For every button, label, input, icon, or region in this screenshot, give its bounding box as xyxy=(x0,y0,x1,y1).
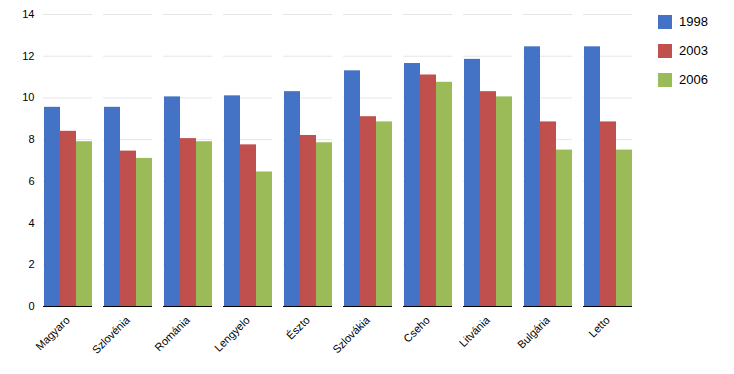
svg-text:Cseho: Cseho xyxy=(401,314,432,345)
html-text:2003: 2003 xyxy=(679,43,708,58)
svg-text:12: 12 xyxy=(22,50,34,62)
svg-text:4: 4 xyxy=(28,217,34,229)
svg-text:Litvánia: Litvánia xyxy=(457,313,493,349)
html-text:2006: 2006 xyxy=(679,72,708,87)
svg-text:Szlovénia: Szlovénia xyxy=(90,313,133,356)
svg-text:Románia: Románia xyxy=(152,313,192,353)
svg-text:0: 0 xyxy=(28,300,34,312)
svg-text:Letto: Letto xyxy=(586,314,612,340)
svg-text:8: 8 xyxy=(28,133,34,145)
svg-text:Magyaro: Magyaro xyxy=(33,314,72,353)
svg-text:Lengyelo: Lengyelo xyxy=(212,314,252,354)
html-text:1998: 1998 xyxy=(679,14,708,29)
svg-text:Észto: Észto xyxy=(284,314,312,342)
svg-text:2: 2 xyxy=(28,258,34,270)
svg-text:Bulgária: Bulgária xyxy=(515,313,553,351)
svg-text:10: 10 xyxy=(22,91,34,103)
svg-text:14: 14 xyxy=(22,8,34,20)
svg-text:6: 6 xyxy=(28,175,34,187)
svg-text:Szlovákia: Szlovákia xyxy=(330,313,372,355)
